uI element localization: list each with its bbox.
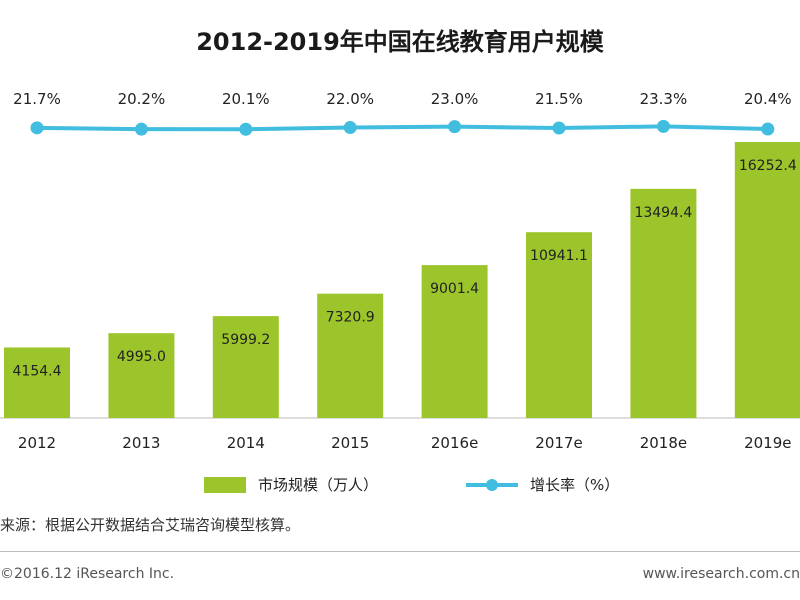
chart-plot: 4154.4 2012 4995.0 2013 5999.2 2014 7320.9 2015… xyxy=(0,90,800,452)
bar-value-label: 9001.4 xyxy=(430,281,479,297)
bar xyxy=(108,333,175,418)
chart-legend: 市场规模（万人） 增长率（%） xyxy=(0,474,800,498)
bar-value-label: 13494.4 xyxy=(634,205,692,221)
bar xyxy=(317,293,384,418)
legend-line-swatch xyxy=(466,477,518,493)
legend-label-bar: 市场规模（万人） xyxy=(258,476,379,494)
legend-label-line: 增长率（%） xyxy=(530,476,620,494)
bar-value-label: 16252.4 xyxy=(739,158,797,174)
growth-value-label: 21.7% xyxy=(13,90,61,108)
growth-value-label: 23.0% xyxy=(431,90,479,108)
bar-value-label: 4154.4 xyxy=(13,363,62,379)
source-note: 来源：根据公开数据结合艾瑞咨询模型核算。 xyxy=(0,516,301,534)
x-tick-label: 2017e xyxy=(535,434,582,452)
x-tick-label: 2014 xyxy=(227,434,265,452)
bar xyxy=(421,265,488,418)
growth-value-label: 20.4% xyxy=(744,90,792,108)
bar xyxy=(4,347,70,418)
growth-point xyxy=(448,120,462,134)
copyright-text: ©2016.12 iResearch Inc. xyxy=(0,566,175,582)
growth-value-label: 21.5% xyxy=(535,90,583,108)
chart-title: 2012-2019年中国在线教育用户规模 xyxy=(196,28,604,56)
growth-value-label: 20.2% xyxy=(118,90,166,108)
x-tick-label: 2018e xyxy=(640,434,687,452)
growth-point xyxy=(343,121,357,135)
growth-value-label: 20.1% xyxy=(222,90,270,108)
bar xyxy=(630,188,697,418)
bar xyxy=(526,232,592,418)
growth-point xyxy=(239,122,253,136)
growth-point xyxy=(30,121,44,135)
bar-value-label: 4995.0 xyxy=(117,349,166,365)
bar xyxy=(734,142,800,418)
legend-item-line: 增长率（%） xyxy=(466,474,619,495)
x-tick-label: 2015 xyxy=(331,434,369,452)
legend-item-bar: 市场规模（万人） xyxy=(204,474,378,495)
growth-point xyxy=(552,121,566,135)
x-tick-label: 2019e xyxy=(744,434,791,452)
x-tick-label: 2013 xyxy=(122,434,160,452)
x-tick-label: 2016e xyxy=(431,434,478,452)
growth-point xyxy=(761,122,775,136)
footer-divider xyxy=(0,551,800,552)
growth-value-label: 22.0% xyxy=(326,90,374,108)
growth-point xyxy=(134,122,148,136)
bar-value-label: 5999.2 xyxy=(221,332,270,348)
bar xyxy=(212,316,279,418)
growth-value-label: 23.3% xyxy=(640,90,688,108)
x-tick-label: 2012 xyxy=(18,434,56,452)
bar-value-label: 7320.9 xyxy=(326,310,375,326)
website-link[interactable]: www.iresearch.com.cn xyxy=(642,566,800,582)
legend-bar-swatch xyxy=(204,476,246,493)
bar-value-label: 10941.1 xyxy=(530,248,588,264)
growth-point xyxy=(656,119,670,133)
growth-line xyxy=(36,124,768,132)
